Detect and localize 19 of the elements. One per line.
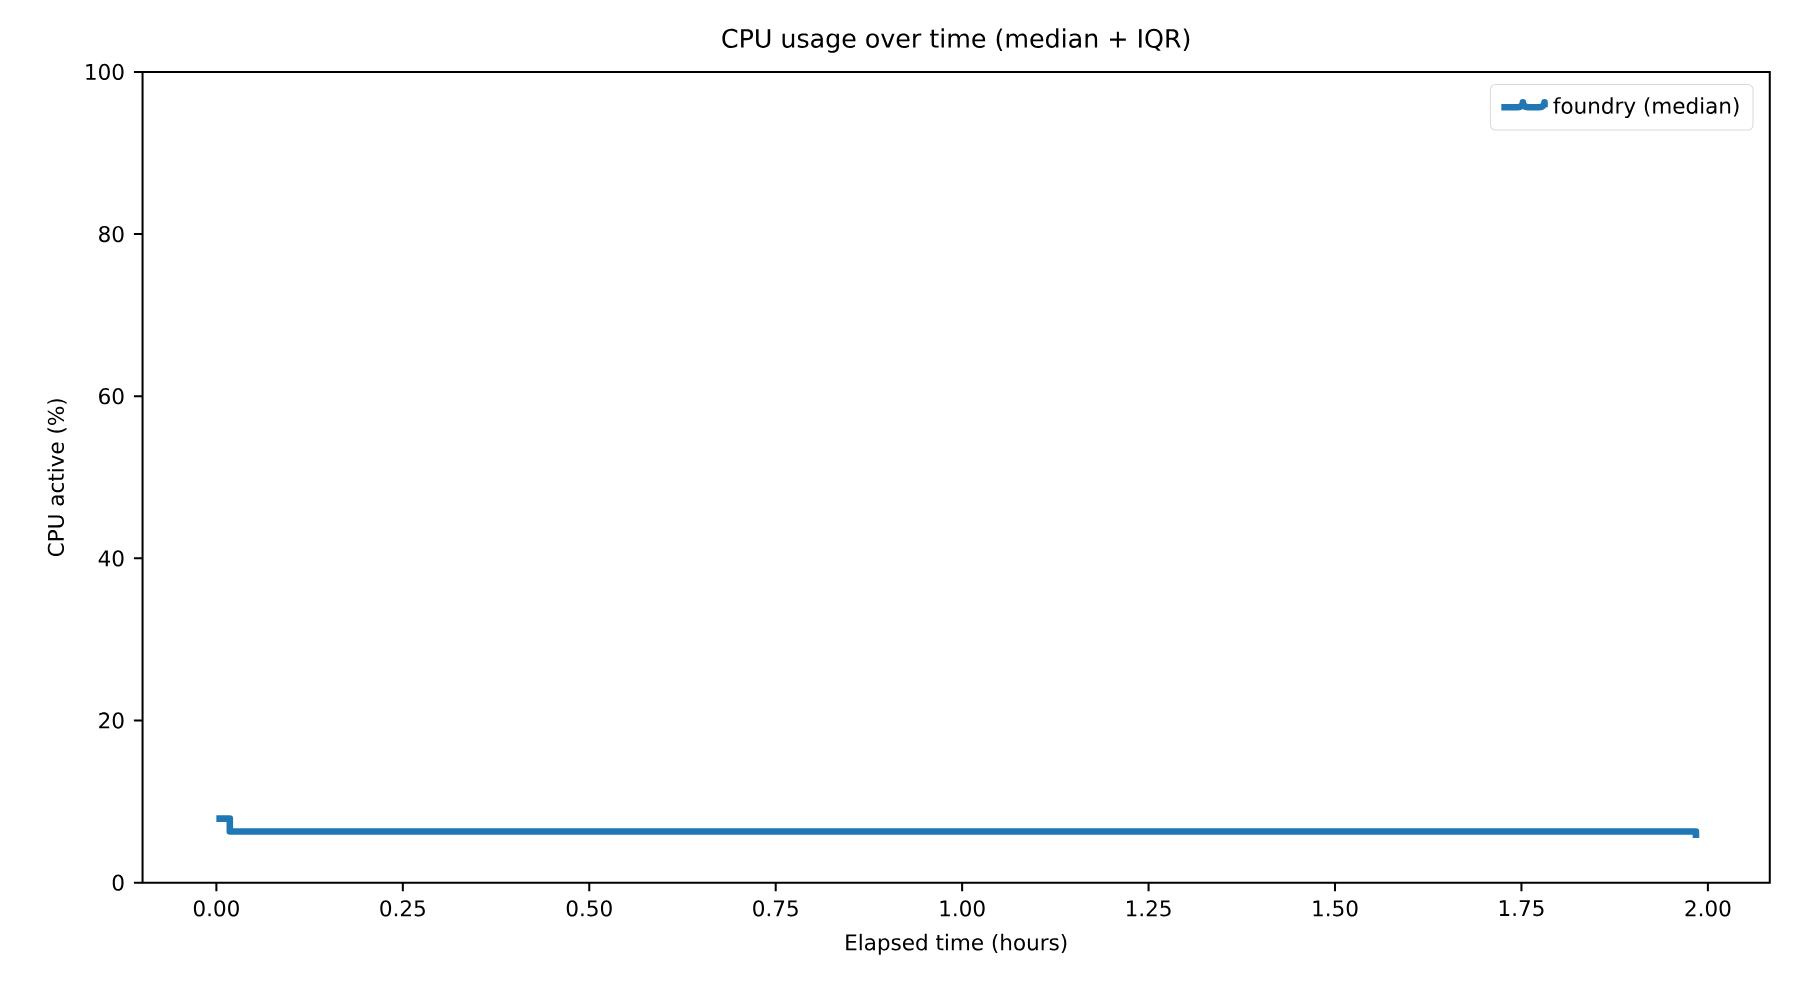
x-tick-label: 1.00 <box>940 900 985 917</box>
legend-label: foundry (median) <box>1553 97 1739 119</box>
x-tick-label: 1.50 <box>1313 900 1358 917</box>
x-tick-label: 2.00 <box>1685 900 1731 917</box>
x-tick-label: 0.00 <box>193 900 239 917</box>
x-tick-label: 0.50 <box>566 900 612 917</box>
x-tick-label: 0.75 <box>753 900 798 917</box>
x-tick-label: 1.75 <box>1499 900 1544 917</box>
y-tick-label: 20 <box>99 712 124 729</box>
y-tick-label: 100 <box>86 63 124 81</box>
y-tick-label: 60 <box>99 388 124 405</box>
x-tick-label: 0.25 <box>380 900 425 917</box>
y-tick-label: 40 <box>98 550 124 567</box>
y-axis-title: CPU active (%) <box>47 399 67 557</box>
x-tick-label: 1.25 <box>1127 900 1171 917</box>
chart-title: CPU usage over time (median + IQR) <box>722 28 1190 53</box>
x-axis-title: Elapsed time (hours) <box>846 933 1067 955</box>
y-tick-label: 80 <box>99 225 124 243</box>
y-tick-label: 0 <box>112 874 124 891</box>
